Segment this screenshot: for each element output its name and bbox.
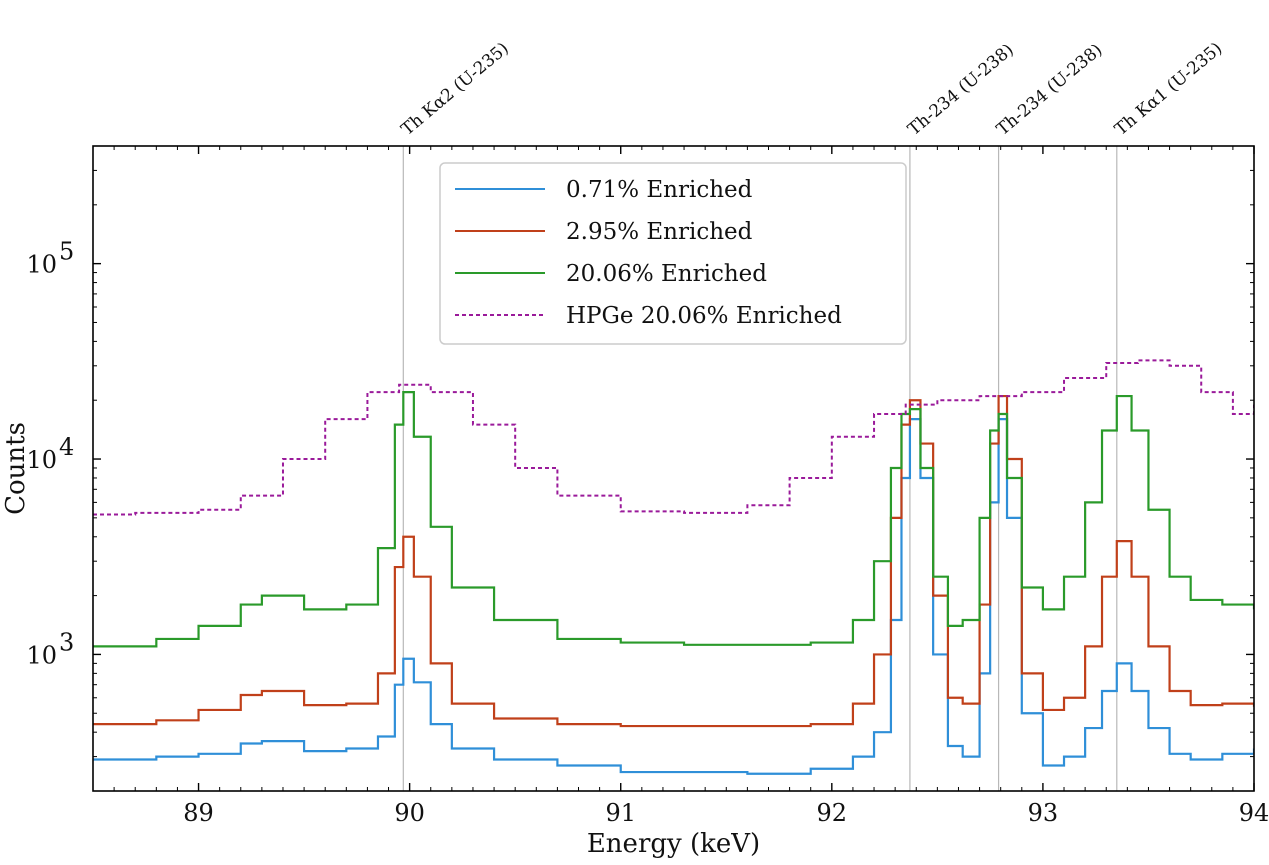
legend: 0.71% Enriched 2.95% Enriched 20.06% Enric… [439, 162, 907, 345]
y-axis-title: Counts [1, 422, 31, 515]
legend-label-1: 2.95% Enriched [566, 219, 753, 245]
y-tick-label-2: 10 [26, 251, 57, 279]
annotation-label-0: Th Kα2 (U-235) [398, 39, 513, 140]
y-tick-label-1: 10 [26, 446, 57, 474]
plot-frame [92, 145, 1255, 792]
legend-label-2: 20.06% Enriched [566, 261, 767, 287]
y-tick-label-0: 10 [26, 641, 57, 669]
series-layer [93, 359, 1254, 775]
x-tick-label-1: 90 [394, 799, 425, 827]
series-line-2 [93, 391, 1254, 648]
x-tick-label-2: 91 [605, 799, 636, 827]
legend-label-0: 0.71% Enriched [566, 177, 753, 203]
x-axis-title: Energy (keV) [587, 829, 760, 859]
y-tick-exp-0: 3 [59, 628, 74, 656]
x-tick-label-0: 89 [183, 799, 214, 827]
series-line-3 [93, 359, 1254, 516]
y-tick-exp-1: 4 [59, 433, 74, 461]
legend-label-3: HPGe 20.06% Enriched [566, 303, 842, 329]
annotation-label-3: Th Kα1 (U-235) [1111, 39, 1226, 140]
x-tick-label-5: 94 [1239, 799, 1269, 827]
peak-annotations: Th Kα2 (U-235) Th-234 (U-238)Th-234 (U-23… [398, 39, 1227, 140]
legend-box [439, 162, 907, 345]
series-line-1 [93, 394, 1254, 728]
y-tick-exp-2: 5 [59, 238, 74, 266]
x-tick-label-4: 93 [1028, 799, 1059, 827]
series-line-0 [93, 418, 1254, 775]
x-tick-label-3: 92 [817, 799, 848, 827]
